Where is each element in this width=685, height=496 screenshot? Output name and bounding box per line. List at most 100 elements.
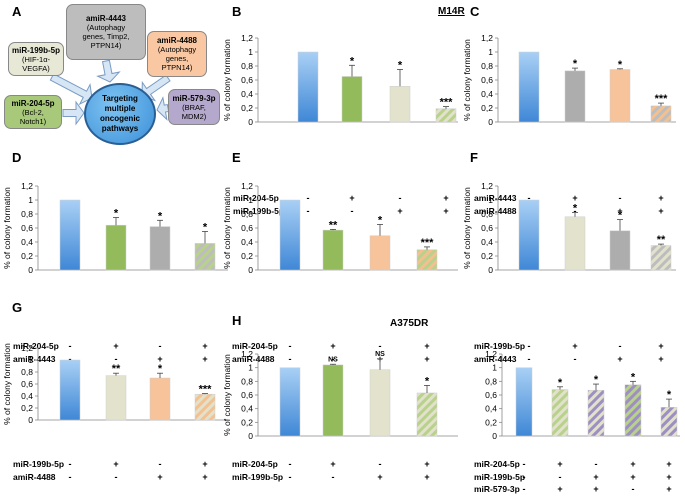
condition-row-label: miR-199b-5p bbox=[474, 472, 525, 482]
y-tick-label: 0 bbox=[488, 117, 493, 127]
condition-row-label: amiR-4443 bbox=[13, 354, 56, 364]
y-tick-label: 1 bbox=[492, 363, 497, 373]
y-axis-label: % of colony formation bbox=[222, 187, 232, 269]
condition-mark: - bbox=[115, 354, 118, 364]
condition-mark: - bbox=[69, 354, 72, 364]
condition-mark: + bbox=[202, 341, 207, 351]
diagram-arrow bbox=[49, 73, 93, 106]
condition-mark: - bbox=[289, 354, 292, 364]
significance-label: * bbox=[631, 371, 636, 383]
condition-mark: - bbox=[574, 206, 577, 216]
bar bbox=[322, 364, 344, 437]
condition-row-label: amiR-4443 bbox=[474, 193, 517, 203]
chart-H2: 00,20,40,60,811,2* * **miR-204-5p - + - + +miR-… bbox=[474, 349, 680, 494]
condition-mark: - bbox=[574, 354, 577, 364]
node-title: amiR-4488 bbox=[156, 36, 198, 45]
node-line: (Bcl-2, bbox=[22, 107, 44, 117]
y-tick-label: 1 bbox=[488, 47, 493, 57]
condition-row-label: amiR-4488 bbox=[13, 472, 56, 482]
panel-letter-H: H bbox=[232, 313, 241, 328]
condition-mark: + bbox=[666, 459, 671, 469]
bar bbox=[369, 369, 391, 437]
y-tick-label: 1 bbox=[28, 195, 33, 205]
condition-mark: - bbox=[523, 459, 526, 469]
y-axis-label: % of colony formation bbox=[2, 187, 12, 269]
condition-mark: - bbox=[523, 484, 526, 494]
panel-letter-C: C bbox=[470, 4, 480, 19]
significance-label: * bbox=[618, 59, 623, 71]
condition-mark: + bbox=[617, 206, 622, 216]
condition-mark: + bbox=[443, 206, 448, 216]
node-miR-204-5p: miR-204-5p (Bcl-2, Notch1) bbox=[4, 95, 62, 129]
condition-mark: - bbox=[619, 193, 622, 203]
condition-row-label: miR-204-5p bbox=[13, 341, 59, 351]
condition-mark: + bbox=[157, 472, 162, 482]
y-tick-label: 0,4 bbox=[241, 237, 253, 247]
condition-mark: + bbox=[424, 341, 429, 351]
significance-label: * bbox=[558, 377, 563, 389]
y-tick-label: 1,2 bbox=[21, 181, 33, 191]
bar bbox=[515, 367, 533, 437]
condition-mark: - bbox=[332, 354, 335, 364]
y-tick-label: 0,2 bbox=[485, 417, 497, 427]
condition-mark: - bbox=[379, 459, 382, 469]
bar bbox=[609, 230, 631, 271]
condition-mark: - bbox=[289, 459, 292, 469]
condition-row-label: miR-204-5p bbox=[233, 193, 279, 203]
condition-mark: + bbox=[113, 341, 118, 351]
panel-letters: A B C D E F G H bbox=[12, 4, 480, 328]
condition-mark: + bbox=[202, 354, 207, 364]
chart-F: 00,20,40,60,811,2% of colony formation **… bbox=[462, 181, 676, 364]
node-title: miR-579-3p bbox=[172, 93, 216, 103]
condition-mark: + bbox=[593, 472, 598, 482]
condition-mark: + bbox=[630, 472, 635, 482]
y-tick-label: 0,6 bbox=[21, 379, 33, 389]
y-axis-label: % of colony formation bbox=[2, 343, 12, 425]
condition-mark: + bbox=[557, 484, 562, 494]
charts: 00,20,40,60,811,2% of colony formation * *… bbox=[2, 6, 680, 494]
bar bbox=[416, 392, 438, 437]
node-title: miR-199b-5p bbox=[11, 45, 60, 55]
bar bbox=[194, 243, 216, 271]
condition-mark: - bbox=[619, 341, 622, 351]
significance-label: * bbox=[594, 374, 599, 386]
condition-row-label: miR-204-5p bbox=[474, 459, 520, 469]
bar bbox=[279, 367, 301, 437]
significance-label: * bbox=[378, 215, 383, 227]
y-tick-label: 0,2 bbox=[241, 103, 253, 113]
node-line: (BRAF, bbox=[182, 102, 206, 112]
center-label: Targeting multiple oncogenic pathways bbox=[99, 94, 140, 133]
condition-row-label: miR-199b-5p bbox=[474, 341, 525, 351]
condition-mark: + bbox=[424, 472, 429, 482]
y-tick-label: 1 bbox=[28, 355, 33, 365]
y-tick-label: 0,4 bbox=[21, 391, 33, 401]
significance-label: * bbox=[398, 60, 403, 72]
y-axis-label: % of colony formation bbox=[222, 39, 232, 121]
condition-mark: - bbox=[523, 472, 526, 482]
condition-row-label: miR-579-3p bbox=[474, 484, 520, 494]
significance-label: * bbox=[158, 363, 163, 375]
condition-mark: - bbox=[69, 472, 72, 482]
y-tick-label: 0,4 bbox=[481, 237, 493, 247]
node-line: PTPN14) bbox=[90, 41, 122, 50]
chart-C: 00,20,40,60,811,2% of colony formation * *… bbox=[462, 33, 676, 216]
significance-label: *** bbox=[199, 384, 213, 396]
y-tick-label: 0,8 bbox=[241, 376, 253, 386]
cell-line-annotation: A375DR bbox=[390, 318, 429, 329]
condition-mark: + bbox=[202, 459, 207, 469]
significance-label: *** bbox=[421, 237, 435, 249]
y-tick-label: 0,2 bbox=[481, 251, 493, 261]
significance-label: * bbox=[350, 55, 355, 67]
condition-mark: - bbox=[159, 341, 162, 351]
node-title: amiR-4443 bbox=[85, 14, 127, 23]
node-line: genes, Timp2, bbox=[82, 32, 130, 41]
y-tick-label: 0 bbox=[28, 415, 33, 425]
significance-label: *** bbox=[440, 97, 454, 109]
condition-mark: + bbox=[658, 193, 663, 203]
significance-label: * bbox=[573, 58, 578, 70]
significance-label: * bbox=[667, 389, 672, 401]
bar bbox=[660, 407, 678, 437]
panel-letter-A: A bbox=[12, 4, 22, 19]
condition-mark: + bbox=[202, 472, 207, 482]
bar bbox=[322, 229, 344, 271]
